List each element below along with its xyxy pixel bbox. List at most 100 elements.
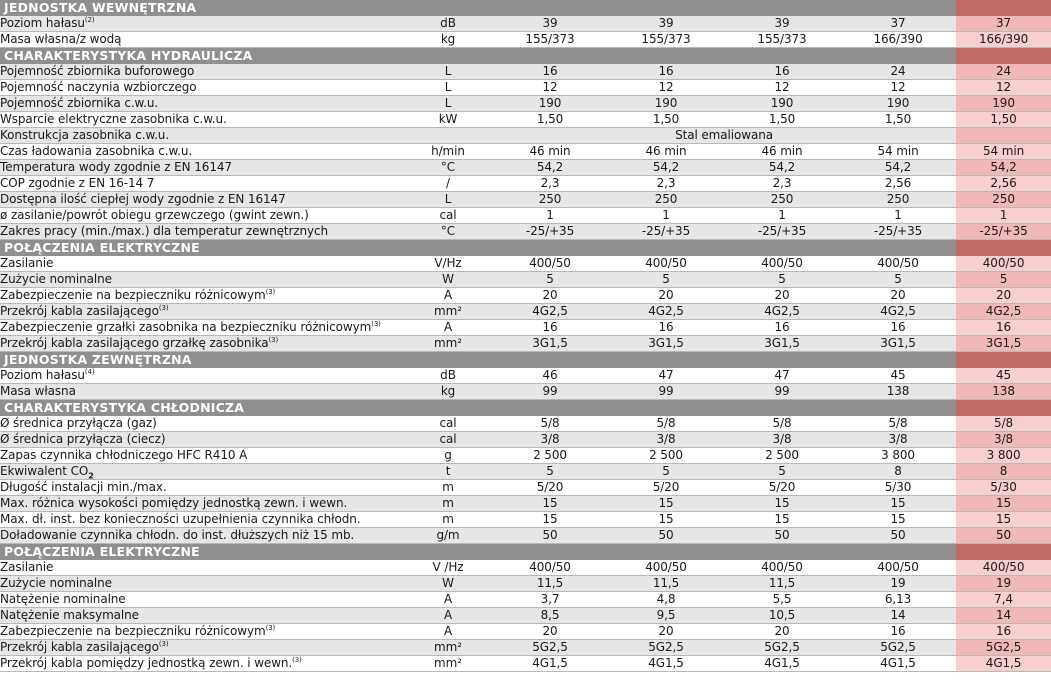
row-label-cell: Konstrukcja zasobnika c.w.u. (0, 127, 404, 144)
section-title: JEDNOSTKA WEWNĘTRZNA (0, 0, 957, 16)
value-cell: 400/50 (724, 256, 840, 272)
value-cell: 3G1,5 (840, 335, 957, 352)
unit-cell: A (404, 623, 492, 640)
value-cell: 12 (492, 79, 608, 96)
value-cell: 155/373 (492, 31, 608, 48)
table-row: Ø średnica przyłącza (ciecz) cal 3/8 3/8 3/8… (0, 431, 1051, 448)
footnote-marker: (3) (265, 624, 276, 632)
value-cell: 39 (724, 16, 840, 32)
value-cell: 16 (840, 319, 957, 336)
row-label: Natężenie nominalne (0, 592, 126, 606)
table-row: Max. różnica wysokości pomiędzy jednostk… (0, 495, 1051, 512)
section-title: CHARAKTERYSTYKA HYDRAULICZA (0, 47, 957, 64)
value-cell: 4G2,5 (840, 303, 957, 320)
unit-cell: g/m (404, 527, 492, 544)
value-cell: 4G1,5 (492, 655, 608, 672)
value-cell: 400/50 (608, 256, 724, 272)
value-cell: 16 (492, 319, 608, 336)
table-row: ø zasilanie/powrót obiegu grzewczego (gw… (0, 207, 1051, 224)
footnote-marker: (2) (84, 16, 95, 24)
highlight-value-cell: 138 (956, 383, 1051, 400)
table-row: Zasilanie V/Hz 400/50 400/50 400/50 400/50 400… (0, 256, 1051, 272)
value-cell: 3,7 (492, 591, 608, 608)
row-label-cell: Max. różnica wysokości pomiędzy jednostk… (0, 495, 404, 512)
section-header: JEDNOSTKA WEWNĘTRZNA (0, 0, 1051, 16)
value-cell: 50 (724, 527, 840, 544)
row-label: Zasilanie (0, 560, 54, 574)
value-cell: 2,3 (608, 175, 724, 192)
value-cell: 5/20 (492, 479, 608, 496)
value-cell: 20 (608, 287, 724, 304)
value-cell: 2 500 (724, 447, 840, 464)
highlight-value-cell: 400/50 (956, 560, 1051, 576)
footnote-marker: (3) (158, 640, 169, 648)
value-cell: 190 (724, 95, 840, 112)
value-cell: 4G2,5 (492, 303, 608, 320)
row-label-cell: ø zasilanie/powrót obiegu grzewczego (gw… (0, 207, 404, 224)
value-cell: 190 (840, 95, 957, 112)
value-cell: 9,5 (608, 607, 724, 624)
row-label: Zabezpieczenie na bezpieczniku różnicowy… (0, 624, 266, 638)
value-cell: 5G2,5 (840, 639, 957, 656)
table-row: Przekrój kabla zasilającego(3) mm² 4G2,5 4G… (0, 303, 1051, 320)
highlight-value-cell: 12 (956, 79, 1051, 96)
value-cell: 5 (724, 463, 840, 480)
row-label-cell: Zasilanie (0, 256, 404, 272)
footnote-marker: (4) (84, 368, 95, 376)
unit-cell: dB (404, 16, 492, 32)
table-row: Konstrukcja zasobnika c.w.u. Stal emaliow… (0, 127, 1051, 144)
unit-cell: L (404, 95, 492, 112)
row-label-cell: Ekwiwalent CO2 (0, 463, 404, 480)
highlight-value-cell: 166/390 (956, 31, 1051, 48)
row-label-cell: Max. dł. inst. bez konieczności uzupełni… (0, 511, 404, 528)
highlight-value-cell: 37 (956, 16, 1051, 32)
value-cell: 54 min (840, 143, 957, 160)
value-cell: 1 (724, 207, 840, 224)
unit-cell: L (404, 79, 492, 96)
table-row: Masa własna kg 99 99 99 138 138 (0, 383, 1051, 400)
footnote-marker: (3) (268, 336, 279, 344)
value-cell: 5G2,5 (608, 639, 724, 656)
row-label-cell: Masa własna/z wodą (0, 31, 404, 48)
highlight-value-cell: 190 (956, 95, 1051, 112)
row-label: Przekrój kabla zasilającego grzałkę zaso… (0, 336, 269, 350)
value-cell: 4G2,5 (724, 303, 840, 320)
value-cell: 15 (608, 495, 724, 512)
row-label: Doładowanie czynnika chłodn. do inst. dł… (0, 528, 355, 542)
value-cell: 155/373 (724, 31, 840, 48)
row-label: Czas ładowania zasobnika c.w.u. (0, 144, 193, 158)
row-label-cell: Ø średnica przyłącza (gaz) (0, 416, 404, 432)
value-cell: 5/8 (608, 416, 724, 432)
value-cell: 5 (492, 463, 608, 480)
unit-cell: °C (404, 223, 492, 240)
row-label: Przekrój kabla zasilającego (0, 640, 159, 654)
table-row: Zasilanie V /Hz 400/50 400/50 400/50 400/50 40… (0, 560, 1051, 576)
highlight-value-cell: 45 (956, 368, 1051, 384)
value-cell: 166/390 (840, 31, 957, 48)
value-cell: 4,8 (608, 591, 724, 608)
highlight-value-cell: 3G1,5 (956, 335, 1051, 352)
value-cell: 16 (608, 64, 724, 80)
highlight-column-header (956, 399, 1051, 416)
highlight-value-cell: 54 min (956, 143, 1051, 160)
value-cell: 47 (724, 368, 840, 384)
highlight-value-cell: 250 (956, 191, 1051, 208)
value-cell: 54,2 (840, 159, 957, 176)
table-row: Masa własna/z wodą kg 155/373 155/373 155/37… (0, 31, 1051, 48)
value-cell: 54,2 (492, 159, 608, 176)
footnote-marker: (3) (292, 656, 302, 664)
row-label: Zakres pracy (min./max.) dla temperatur … (0, 224, 329, 238)
value-cell: 1,50 (840, 111, 957, 128)
value-cell: 4G1,5 (724, 655, 840, 672)
row-label: Masa własna (0, 384, 76, 398)
row-label: Max. różnica wysokości pomiędzy jednostk… (0, 496, 348, 510)
table-row: Poziom hałasu(2) dB 39 39 39 37 37 (0, 16, 1051, 32)
value-cell: 5/30 (840, 479, 957, 496)
highlight-value-cell: 1,50 (956, 111, 1051, 128)
table-row: Zabezpieczenie na bezpieczniku różnicowy… (0, 287, 1051, 304)
value-cell: 190 (608, 95, 724, 112)
value-cell: 5,5 (724, 591, 840, 608)
value-cell: 3/8 (608, 431, 724, 448)
row-label: Max. dł. inst. bez konieczności uzupełni… (0, 512, 361, 526)
